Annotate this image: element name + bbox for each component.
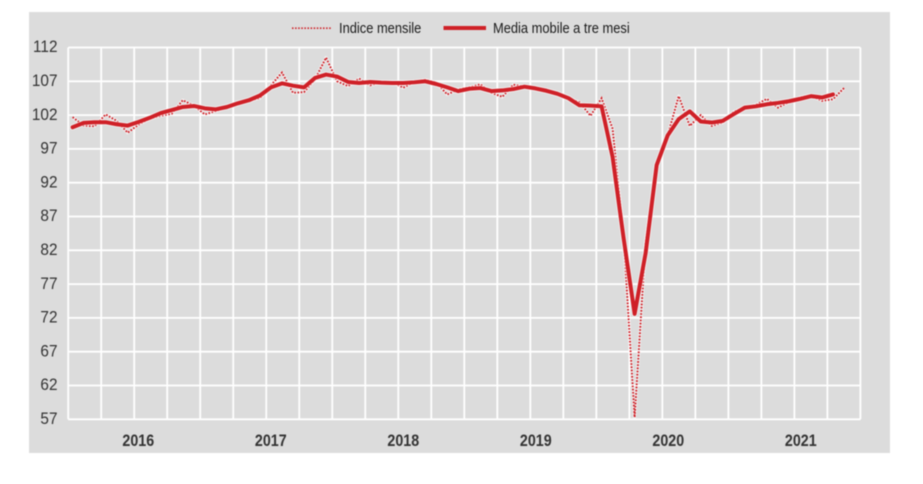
svg-text:2020: 2020	[652, 432, 684, 450]
svg-text:92: 92	[40, 174, 57, 192]
svg-text:2019: 2019	[520, 432, 552, 450]
svg-text:2021: 2021	[785, 432, 817, 450]
svg-text:67: 67	[40, 343, 57, 361]
svg-text:72: 72	[40, 309, 57, 327]
svg-text:57: 57	[40, 411, 57, 429]
svg-text:62: 62	[40, 377, 57, 395]
svg-text:77: 77	[40, 275, 57, 293]
svg-text:82: 82	[40, 242, 57, 260]
svg-text:Media mobile a tre mesi: Media mobile a tre mesi	[493, 19, 630, 36]
svg-text:107: 107	[32, 73, 58, 91]
svg-text:2016: 2016	[122, 432, 154, 450]
svg-text:97: 97	[40, 140, 57, 158]
svg-text:87: 87	[40, 208, 57, 226]
svg-text:102: 102	[32, 106, 58, 124]
svg-text:112: 112	[33, 39, 58, 57]
svg-text:Indice mensile: Indice mensile	[339, 19, 422, 36]
svg-text:2018: 2018	[387, 432, 419, 450]
svg-text:2017: 2017	[255, 432, 287, 450]
